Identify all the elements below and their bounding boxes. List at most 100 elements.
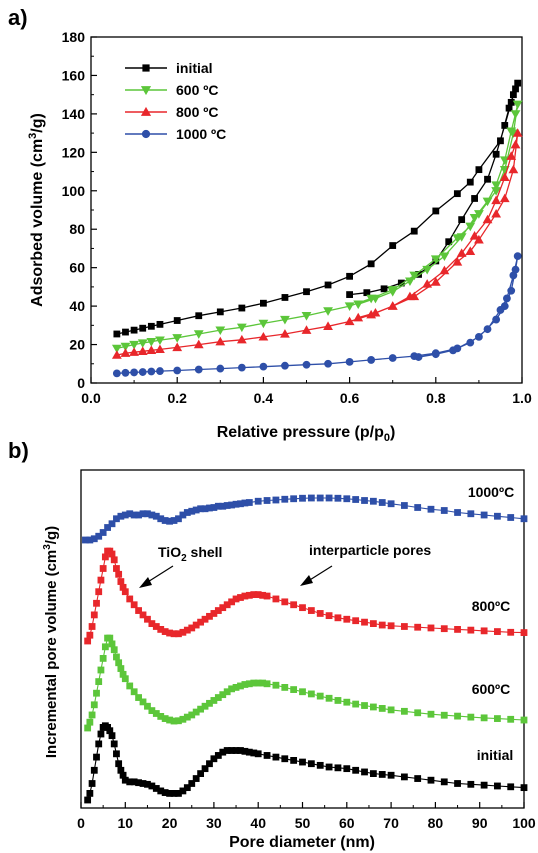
data-point-initial — [467, 780, 475, 788]
data-point-initial — [505, 104, 513, 112]
data-point-800-c — [166, 629, 173, 637]
data-point-1000-c — [188, 507, 196, 515]
data-point-800-c — [215, 336, 226, 346]
legend-label: 1000 ºC — [176, 126, 226, 142]
chart-a-xtick-label: 0.0 — [81, 390, 101, 406]
data-point-1000-c — [352, 496, 360, 503]
data-point-600-c — [352, 700, 360, 708]
data-point-1000-c — [201, 505, 209, 513]
data-point-800-c — [115, 570, 123, 578]
data-point-initial — [303, 288, 310, 296]
data-point-800-c — [508, 164, 519, 174]
panel-b-label: b) — [8, 438, 29, 463]
data-point-800-c — [301, 325, 312, 334]
data-point-initial — [115, 760, 123, 768]
data-point-800-c — [99, 565, 107, 572]
data-point-600-c — [506, 127, 517, 137]
data-point-1000-c — [290, 495, 298, 503]
series-600-c — [111, 100, 523, 354]
data-point-initial — [108, 732, 116, 740]
data-point-800-c — [427, 624, 435, 632]
data-point-1000-c — [480, 511, 488, 519]
chart-a-ytick-label: 80 — [69, 221, 85, 237]
data-point-1000-c — [272, 496, 280, 504]
data-point-initial — [201, 765, 209, 773]
data-point-initial — [84, 796, 92, 804]
data-point-600-c — [361, 702, 368, 709]
data-point-600-c — [281, 684, 289, 691]
data-point-600-c — [325, 694, 333, 702]
data-point-initial — [170, 790, 178, 797]
data-point-600-c — [520, 716, 528, 724]
data-point-800-c — [439, 265, 450, 275]
chart-a-ytick-label: 140 — [62, 106, 86, 122]
chart-a-xtick-label: 0.8 — [426, 390, 446, 406]
data-point-1000-c — [113, 515, 120, 523]
data-point-600-c — [237, 682, 244, 690]
data-point-1000-c — [245, 499, 253, 506]
data-point-1000-c — [361, 497, 368, 504]
data-point-initial — [139, 324, 147, 332]
data-point-1000-c — [449, 346, 457, 355]
data-point-800-c — [236, 334, 247, 344]
data-point-600-c — [387, 706, 395, 714]
data-point-800-c — [214, 607, 222, 614]
data-point-initial — [454, 780, 461, 787]
data-point-initial — [228, 747, 236, 754]
legend-marker — [142, 64, 150, 72]
data-point-800-c — [206, 612, 213, 620]
data-point-initial — [509, 91, 517, 99]
data-point-1000-c — [369, 497, 377, 505]
data-point-1000-c — [138, 368, 147, 376]
data-point-1000-c — [156, 367, 164, 375]
data-point-1000-c — [263, 497, 271, 504]
data-point-600-c — [259, 679, 267, 687]
data-point-initial — [179, 787, 187, 795]
data-point-600-c — [152, 710, 160, 717]
data-point-600-c — [93, 689, 100, 697]
data-point-initial — [299, 758, 306, 766]
data-point-600-c — [101, 643, 109, 651]
data-point-600-c — [427, 710, 435, 718]
data-point-600-c — [378, 705, 386, 712]
data-point-600-c — [88, 711, 96, 719]
data-point-800-c — [465, 246, 476, 256]
data-point-800-c — [387, 301, 398, 310]
chart-b-xtick-label: 80 — [428, 815, 444, 831]
data-point-initial — [130, 778, 138, 786]
data-point-initial — [206, 760, 213, 768]
data-point-1000-c — [121, 368, 130, 377]
data-point-initial — [93, 753, 100, 761]
data-point-600-c — [241, 681, 249, 688]
data-point-initial — [361, 768, 368, 776]
data-point-initial — [175, 790, 182, 797]
data-point-1000-c — [307, 494, 315, 502]
data-point-600-c — [201, 702, 209, 710]
data-point-600-c — [482, 197, 493, 207]
data-point-800-c — [491, 208, 502, 218]
data-point-initial — [250, 749, 258, 757]
annotation-arrowhead-tio2 — [139, 577, 152, 588]
data-point-600-c — [507, 715, 515, 723]
chart-b-ticks: 0 10 20 30 40 50 60 70 80 90 100 — [77, 802, 536, 831]
data-point-800-c — [352, 617, 360, 625]
data-point-600-c — [215, 326, 226, 336]
data-point-initial — [475, 166, 483, 174]
chart-b-xtick-label: 10 — [118, 815, 134, 831]
data-point-600-c — [111, 344, 122, 354]
data-point-800-c — [101, 553, 109, 561]
chart-a-ytick-label: 20 — [69, 337, 85, 353]
data-point-800-c — [130, 601, 138, 609]
data-point-800-c — [175, 630, 182, 638]
data-point-600-c — [130, 688, 138, 696]
data-point-600-c — [175, 717, 182, 725]
data-point-600-c — [126, 682, 134, 690]
chart-a-ticks: 0.0 0.2 0.4 0.6 0.8 1.0 0 20 40 60 80 100 120 140 160 1… — [62, 29, 532, 406]
chart-a-ylabel: Adsorbed volume (cm3/g) — [27, 113, 46, 307]
data-point-1000-c — [170, 517, 178, 524]
data-point-800-c — [172, 342, 183, 352]
data-point-initial — [148, 782, 156, 790]
data-point-initial — [369, 770, 377, 777]
data-point-1000-c — [90, 535, 98, 543]
data-point-800-c — [119, 583, 127, 591]
